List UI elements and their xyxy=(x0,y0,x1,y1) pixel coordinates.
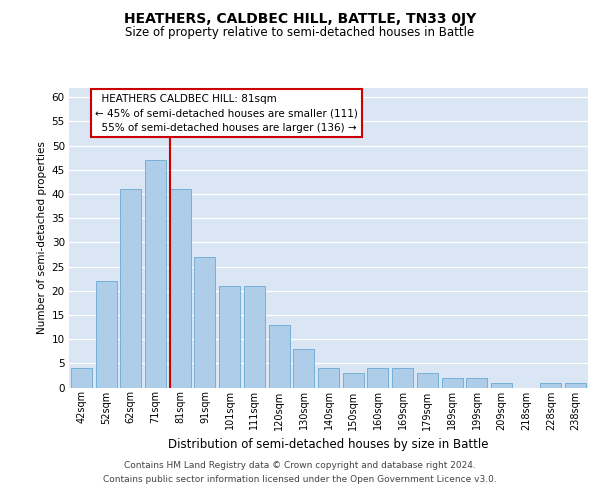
Bar xyxy=(194,257,215,388)
Bar xyxy=(293,349,314,388)
Bar xyxy=(367,368,388,388)
Bar xyxy=(95,281,116,388)
Bar xyxy=(541,382,562,388)
Bar xyxy=(442,378,463,388)
Bar xyxy=(71,368,92,388)
Text: Size of property relative to semi-detached houses in Battle: Size of property relative to semi-detach… xyxy=(125,26,475,39)
Text: Contains HM Land Registry data © Crown copyright and database right 2024.: Contains HM Land Registry data © Crown c… xyxy=(124,461,476,470)
Bar xyxy=(565,382,586,388)
Y-axis label: Number of semi-detached properties: Number of semi-detached properties xyxy=(37,141,47,334)
Bar xyxy=(145,160,166,388)
Text: Contains public sector information licensed under the Open Government Licence v3: Contains public sector information licen… xyxy=(103,474,497,484)
Bar xyxy=(219,286,240,388)
Bar xyxy=(392,368,413,388)
Bar xyxy=(466,378,487,388)
Bar xyxy=(491,382,512,388)
Bar xyxy=(170,189,191,388)
Bar xyxy=(343,373,364,388)
Bar xyxy=(318,368,339,388)
Text: HEATHERS, CALDBEC HILL, BATTLE, TN33 0JY: HEATHERS, CALDBEC HILL, BATTLE, TN33 0JY xyxy=(124,12,476,26)
Bar xyxy=(120,189,141,388)
Bar xyxy=(269,324,290,388)
Bar xyxy=(244,286,265,388)
Bar xyxy=(417,373,438,388)
X-axis label: Distribution of semi-detached houses by size in Battle: Distribution of semi-detached houses by … xyxy=(168,438,489,451)
Text: HEATHERS CALDBEC HILL: 81sqm  
← 45% of semi-detached houses are smaller (111)
 : HEATHERS CALDBEC HILL: 81sqm ← 45% of se… xyxy=(95,94,358,133)
